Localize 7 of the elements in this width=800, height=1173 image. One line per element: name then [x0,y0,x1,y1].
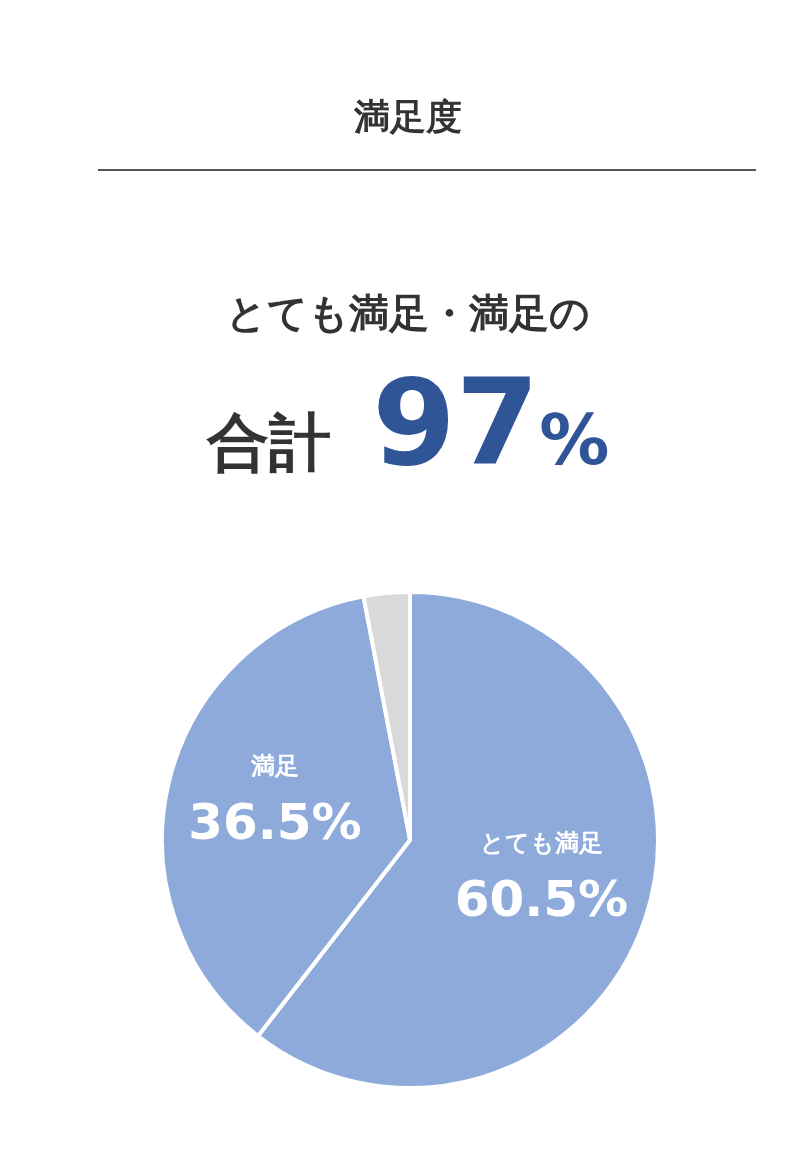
data-label: 36.5% [188,792,362,851]
text: とても満足・満足の [225,289,591,338]
data-label: 60.5% [454,869,629,928]
slice-label: とても満足 [479,829,603,858]
chart-title: 満足度 [353,95,463,139]
text: 合計 97% [206,353,610,492]
slice-label: 満足 [249,751,299,780]
